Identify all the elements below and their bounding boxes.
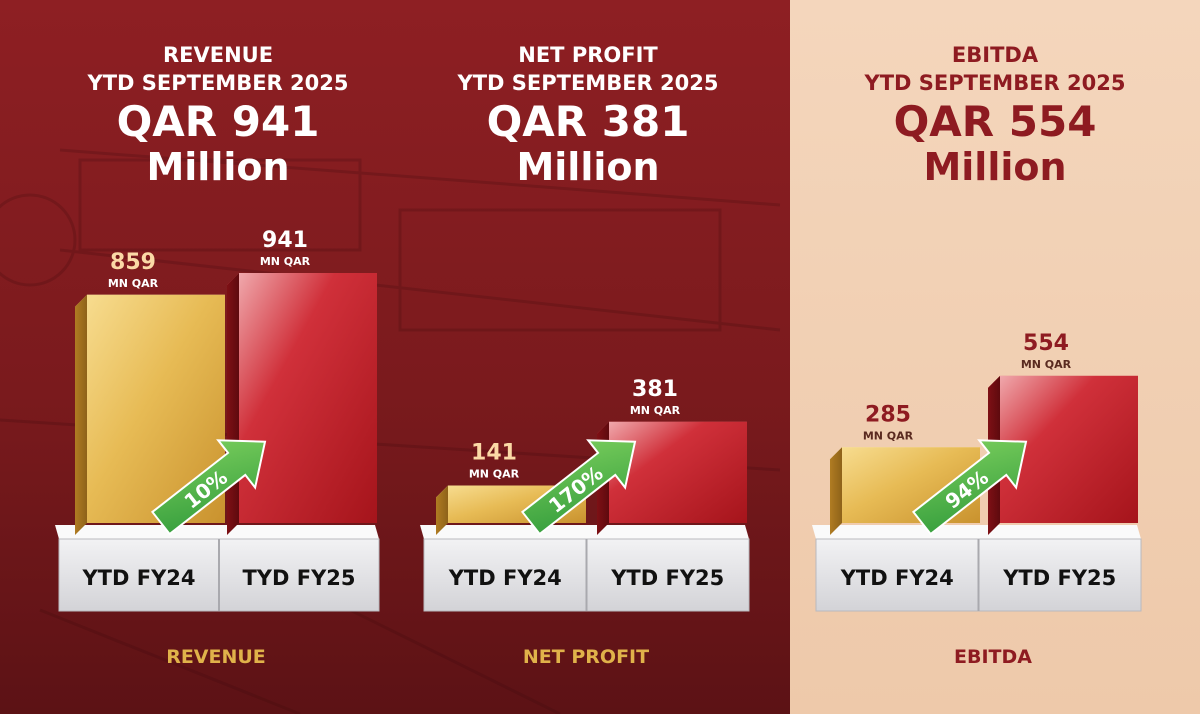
pedestal bbox=[812, 525, 1142, 612]
panel-title: NET PROFIT bbox=[518, 43, 658, 67]
bar-unit-label: MN QAR bbox=[260, 255, 311, 268]
bar-unit-label: MN QAR bbox=[108, 277, 159, 290]
bar-unit-label: MN QAR bbox=[863, 429, 914, 442]
bar-side bbox=[75, 294, 87, 535]
headline-value: QAR 381 bbox=[487, 97, 690, 146]
headline-value: QAR 554 bbox=[894, 97, 1097, 146]
headline-unit: Million bbox=[923, 145, 1066, 189]
bar-unit-label: MN QAR bbox=[469, 468, 520, 481]
bar-value-label: 381 bbox=[632, 377, 678, 402]
bar-unit-label: MN QAR bbox=[1021, 358, 1072, 371]
category-label: TYD FY25 bbox=[242, 566, 355, 590]
pedestal-top bbox=[420, 525, 749, 539]
bar-value-label: 141 bbox=[471, 441, 517, 466]
panel-subtitle: YTD SEPTEMBER 2025 bbox=[87, 71, 349, 95]
headline-unit: Million bbox=[516, 145, 659, 189]
headline-unit: Million bbox=[146, 145, 289, 189]
panel-footer: EBITDA bbox=[954, 646, 1032, 668]
category-label: YTD FY25 bbox=[1002, 566, 1116, 590]
growth-arrow-shape bbox=[911, 439, 1028, 536]
bar-unit-label: MN QAR bbox=[630, 404, 681, 417]
bar-value-label: 554 bbox=[1023, 331, 1069, 356]
pedestal-top bbox=[812, 525, 1141, 539]
panel-footer: REVENUE bbox=[166, 646, 266, 668]
bar-side bbox=[436, 485, 448, 535]
bar-front bbox=[239, 273, 377, 523]
category-label: YTD FY24 bbox=[840, 566, 954, 590]
bar-value-label: 285 bbox=[865, 402, 911, 427]
pedestal bbox=[55, 525, 380, 612]
pedestal bbox=[420, 525, 750, 612]
bar-value-label: 941 bbox=[262, 228, 308, 253]
bar-side bbox=[830, 447, 842, 535]
bar-front bbox=[609, 421, 747, 523]
growth-arrow-shape bbox=[150, 439, 267, 536]
bar-side bbox=[227, 273, 239, 535]
panel-title: EBITDA bbox=[952, 43, 1039, 67]
bar-fy25 bbox=[227, 273, 377, 535]
panel-subtitle: YTD SEPTEMBER 2025 bbox=[864, 71, 1126, 95]
panel-subtitle: YTD SEPTEMBER 2025 bbox=[457, 71, 719, 95]
growth-arrow-shape bbox=[520, 439, 637, 536]
bar-value-label: 859 bbox=[110, 250, 156, 275]
pedestal-top bbox=[55, 525, 379, 539]
panel-footer: NET PROFIT bbox=[523, 646, 649, 668]
panel-title: REVENUE bbox=[163, 43, 273, 67]
category-label: YTD FY24 bbox=[81, 566, 195, 590]
category-label: YTD FY24 bbox=[448, 566, 562, 590]
category-label: YTD FY25 bbox=[610, 566, 724, 590]
headline-value: QAR 941 bbox=[117, 97, 320, 146]
